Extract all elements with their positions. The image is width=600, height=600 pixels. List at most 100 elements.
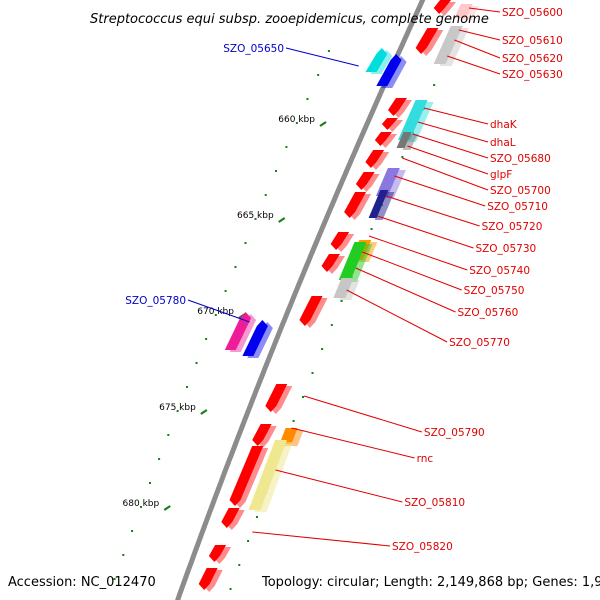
gc-dot [340,300,343,302]
label-leader [355,267,456,313]
feature-band [368,190,389,218]
gc-dot [292,420,295,422]
feature-band [248,440,287,510]
gc-dot [317,74,320,76]
gene-arrow-shadow [226,510,245,530]
gene-label-forward: SZO_05710 [487,201,548,213]
label-leader [423,107,489,125]
gc-dot [285,146,288,148]
tick-mark [200,409,208,415]
gc-dot [148,482,151,484]
genome-title: Streptococcus equi subsp. zooepidemicus,… [90,12,489,27]
gene-label-forward: SZO_05680 [490,153,551,165]
label-leader [291,427,415,459]
feature-band-shadow [402,134,418,150]
label-leader [252,531,391,547]
gene-arrow [381,118,399,130]
gene-label-forward: SZO_05790 [424,427,485,439]
gc-dot [195,362,198,364]
gene-arrow [376,54,402,86]
gc-dot [229,588,232,590]
gc-dot [255,516,258,518]
gc-dot [254,218,257,220]
gene-label-forward: rnc [417,453,434,465]
gene-label-forward: SZO_05630 [502,69,563,81]
label-leader [362,251,462,291]
gc-dot [238,564,241,566]
label-leader [458,29,501,41]
feature-band [396,132,412,148]
gene-label-forward: SZO_05760 [458,307,519,319]
gc-dot [327,50,330,52]
gene-label-forward: SZO_05820 [392,541,453,553]
feature-layer [198,0,479,592]
tick-mark [278,217,286,223]
label-leaders [187,7,501,547]
gene-arrow [299,296,323,326]
gc-dot [113,578,116,580]
tick-mark [163,505,171,511]
feature-band [398,100,428,140]
label-leader [468,7,501,13]
label-leader [346,289,448,343]
gene-label-forward: SZO_05730 [475,243,536,255]
gene-label-forward: SZO_05740 [469,265,530,277]
gc-dot [295,122,298,124]
gene-arrow-shadow [257,426,277,448]
gene-arrow [321,254,340,272]
gene-arrow-shadow [349,194,372,220]
label-leader [417,121,489,143]
gene-arrow-shadow [420,30,444,56]
tick-label: 680 kbp [123,499,160,509]
gene-arrow [344,192,367,218]
gene-label-forward: SZO_05620 [502,53,563,65]
gc-dot [275,170,278,172]
gene-arrow [198,568,218,590]
feature-band [375,168,400,196]
gene-arrow [208,545,227,562]
label-leader [447,55,501,75]
gene-arrow [242,320,268,356]
gene-arrow [374,132,392,146]
gc-dot [247,540,250,542]
gene-arrow [415,28,439,54]
gc-dot [311,372,314,374]
gc-dot [167,434,170,436]
gc-dot [370,228,373,230]
gene-label-forward: dhaK [490,119,518,131]
gc-dot [205,338,208,340]
label-leader [368,235,468,271]
gene-label-forward: SZO_05600 [502,7,563,19]
tick-label: 675 kbp [159,403,196,413]
gc-dot [330,324,333,326]
gene-arrow [265,384,288,412]
gene-arrow [229,446,264,506]
gc-dot [433,84,436,86]
gene-arrow [252,424,272,446]
label-leader [407,145,489,175]
gene-label-forward: SZO_05770 [449,337,510,349]
label-leader [402,157,489,191]
gene-arrow [224,312,252,350]
gc-dot [176,410,179,412]
feature-band [338,242,367,280]
gene-arrow-shadow [304,298,328,328]
tick-label: 665 kbp [237,211,274,221]
gene-arrow [330,232,350,250]
gene-arrow [365,150,385,168]
gc-dot [244,242,247,244]
gene-label-forward: SZO_05810 [404,497,465,509]
accession-text: Accession: NC_012470 [8,575,156,590]
feature-band [433,26,463,64]
gene-arrow-shadow [270,386,293,414]
gene-arrow-shadow [335,234,355,252]
gc-dot [264,194,267,196]
gene-arrow-shadow [360,174,380,192]
gene-label-forward: SZO_05720 [482,221,543,233]
gene-label-reverse: SZO_05650 [223,43,284,55]
tick-label: 660 kbp [278,115,315,125]
gc-dot [131,530,134,532]
label-leader [275,469,403,503]
label-leader [187,299,250,323]
